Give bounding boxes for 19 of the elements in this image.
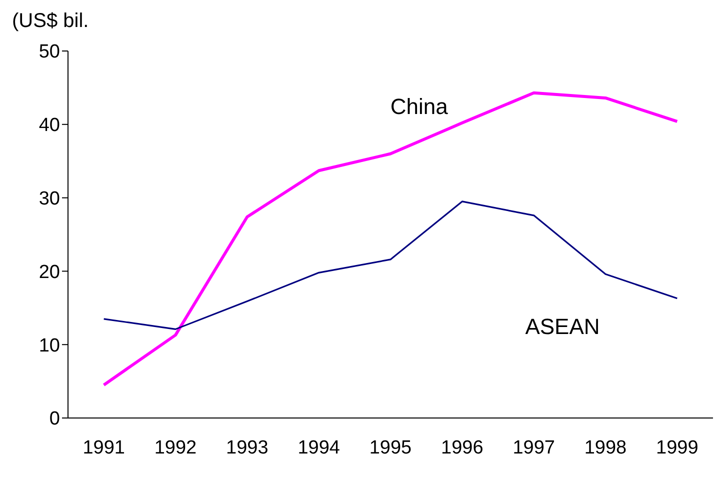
x-tick-label: 1999: [656, 437, 698, 458]
x-tick-label: 1993: [226, 437, 268, 458]
y-tick-label: 20: [38, 262, 60, 283]
y-tick-label: 10: [38, 335, 60, 356]
x-tick-label: 1997: [512, 437, 555, 458]
x-tick-label: 1998: [584, 437, 627, 458]
y-tick-label: 0: [49, 408, 60, 430]
y-axis-title: (US$ bil.: [12, 10, 89, 33]
x-tick-label: 1992: [154, 437, 197, 458]
y-tick-label: 40: [38, 115, 60, 136]
x-tick-label: 1995: [369, 437, 412, 458]
y-tick-label: 30: [38, 188, 60, 210]
x-tick-label: 1991: [82, 437, 125, 458]
y-tick-label: 50: [38, 42, 60, 63]
x-tick-label: 1996: [441, 437, 484, 458]
series-label: ASEAN: [525, 314, 600, 340]
x-tick-label: 1994: [298, 437, 340, 458]
line-series: [102, 91, 679, 386]
series-label: China: [390, 94, 449, 119]
